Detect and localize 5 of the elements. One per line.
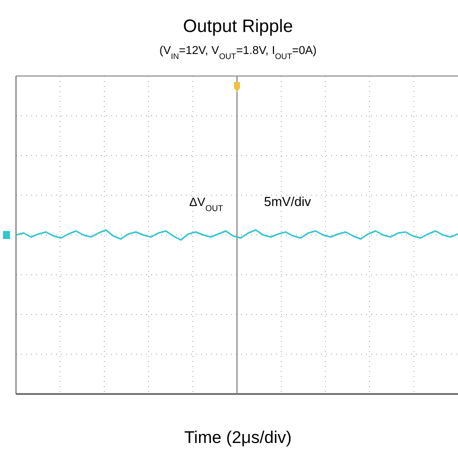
chart-subtitle: (V$_{IN}$=12V, V$_{OUT}$=1.8V, I$_{OUT}$=0A) (159, 45, 317, 60)
chart-title: Output Ripple (182, 16, 294, 36)
text: ΔV$_{OUT}$ (189, 195, 223, 213)
text: Time (2μs/div) (184, 428, 292, 447)
text: 5mV/div (264, 194, 312, 209)
